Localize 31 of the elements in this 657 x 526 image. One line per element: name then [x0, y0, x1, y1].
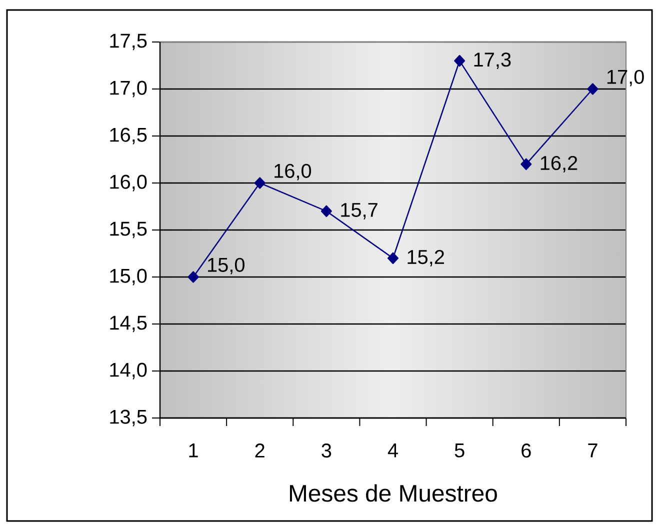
x-axis-title: Meses de Muestreo — [290, 484, 497, 502]
point — [454, 54, 466, 67]
y-tick-label: 15,0 — [110, 268, 147, 286]
x-tick-label: 6 — [522, 444, 531, 458]
data-label: 15,7 — [341, 203, 378, 220]
data-label: 16,0 — [274, 164, 312, 180]
y-tick-label: 17,0 — [110, 80, 147, 98]
x-tick-label: 2 — [255, 444, 264, 458]
data-label: 16,2 — [540, 156, 578, 172]
point — [520, 158, 532, 170]
point — [320, 205, 332, 218]
y-tick-label: 15,5 — [110, 222, 147, 238]
point — [188, 271, 199, 283]
y-tick-label: 17,5 — [110, 34, 147, 50]
x-tick-label: 4 — [388, 444, 398, 458]
y-tick-label: 16,5 — [110, 128, 147, 144]
data-label: 17,3 — [474, 52, 511, 70]
y-tick-label: 14,0 — [110, 362, 147, 380]
y-tick-label: 16,0 — [110, 174, 147, 192]
x-tick-label: 5 — [454, 444, 464, 458]
data-label: 15,2 — [408, 250, 444, 266]
y-tick-label: 13,5 — [110, 410, 147, 426]
point — [387, 252, 399, 264]
data-label: 17,0 — [607, 70, 644, 86]
point — [254, 177, 266, 189]
x-tick-label: 3 — [322, 444, 332, 458]
data-label: 15,0 — [208, 258, 244, 274]
x-tick-label: 7 — [588, 444, 598, 458]
x-tick-label: 1 — [189, 444, 198, 458]
point — [587, 83, 598, 95]
y-tick-label: 14,5 — [110, 316, 147, 332]
